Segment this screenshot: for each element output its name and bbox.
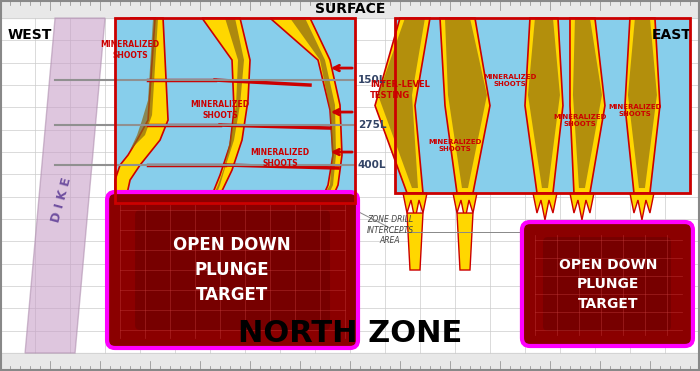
Text: MINERALIZED
SHOOTS: MINERALIZED SHOOTS xyxy=(608,104,661,116)
Polygon shape xyxy=(25,18,105,353)
Polygon shape xyxy=(453,193,477,220)
Text: WEST: WEST xyxy=(8,28,52,42)
Polygon shape xyxy=(115,18,168,203)
Text: 150L: 150L xyxy=(358,75,386,85)
Polygon shape xyxy=(130,18,158,150)
Text: MINERALIZED
SHOOTS: MINERALIZED SHOOTS xyxy=(190,100,250,120)
Bar xyxy=(0,0,700,18)
Polygon shape xyxy=(630,193,654,220)
FancyBboxPatch shape xyxy=(135,210,330,330)
Text: OPEN DOWN
PLUNGE
TARGET: OPEN DOWN PLUNGE TARGET xyxy=(173,236,290,304)
Polygon shape xyxy=(378,18,425,188)
Text: MINERALIZED
SHOOTS: MINERALIZED SHOOTS xyxy=(428,138,482,151)
Polygon shape xyxy=(285,18,336,198)
Polygon shape xyxy=(570,18,605,193)
Polygon shape xyxy=(570,193,594,220)
Text: MINERALIZED
SHOOTS: MINERALIZED SHOOTS xyxy=(553,114,607,127)
FancyBboxPatch shape xyxy=(543,237,671,331)
Polygon shape xyxy=(143,200,167,225)
Text: 275L: 275L xyxy=(358,120,386,130)
Polygon shape xyxy=(625,18,660,193)
FancyBboxPatch shape xyxy=(107,192,358,348)
FancyBboxPatch shape xyxy=(522,222,693,346)
Polygon shape xyxy=(533,193,557,220)
Polygon shape xyxy=(573,18,602,188)
Polygon shape xyxy=(440,18,490,193)
Text: 400L: 400L xyxy=(358,160,386,170)
Polygon shape xyxy=(407,213,423,270)
Text: INTER-LEVEL
TESTING: INTER-LEVEL TESTING xyxy=(370,81,430,100)
Polygon shape xyxy=(213,200,237,225)
Polygon shape xyxy=(202,18,250,203)
Polygon shape xyxy=(457,213,473,270)
Text: EAST: EAST xyxy=(652,28,692,42)
Text: OPEN DOWN
PLUNGE
TARGET: OPEN DOWN PLUNGE TARGET xyxy=(559,257,657,311)
Text: MINERALIZED
SHOOTS: MINERALIZED SHOOTS xyxy=(483,73,537,86)
Text: NORTH ZONE: NORTH ZONE xyxy=(238,319,462,348)
Polygon shape xyxy=(323,200,347,225)
Bar xyxy=(395,18,690,193)
Polygon shape xyxy=(375,18,430,193)
Polygon shape xyxy=(403,193,427,220)
Polygon shape xyxy=(528,18,560,188)
Polygon shape xyxy=(628,18,657,188)
Bar xyxy=(395,18,690,193)
Polygon shape xyxy=(212,18,244,198)
Text: ZONE DRILL
INTERCEPTS
AREA: ZONE DRILL INTERCEPTS AREA xyxy=(366,215,414,245)
Bar xyxy=(0,353,700,371)
Text: MINERALIZED
SHOOTS: MINERALIZED SHOOTS xyxy=(251,148,309,168)
Bar xyxy=(115,18,355,203)
Polygon shape xyxy=(226,198,250,223)
Text: MINERALIZED
SHOOTS: MINERALIZED SHOOTS xyxy=(101,40,160,60)
Polygon shape xyxy=(126,195,150,220)
Polygon shape xyxy=(270,18,342,203)
Text: D I K E: D I K E xyxy=(50,176,74,224)
Bar xyxy=(115,18,355,203)
Polygon shape xyxy=(445,18,487,188)
Polygon shape xyxy=(525,18,563,193)
Text: SURFACE: SURFACE xyxy=(315,2,385,16)
